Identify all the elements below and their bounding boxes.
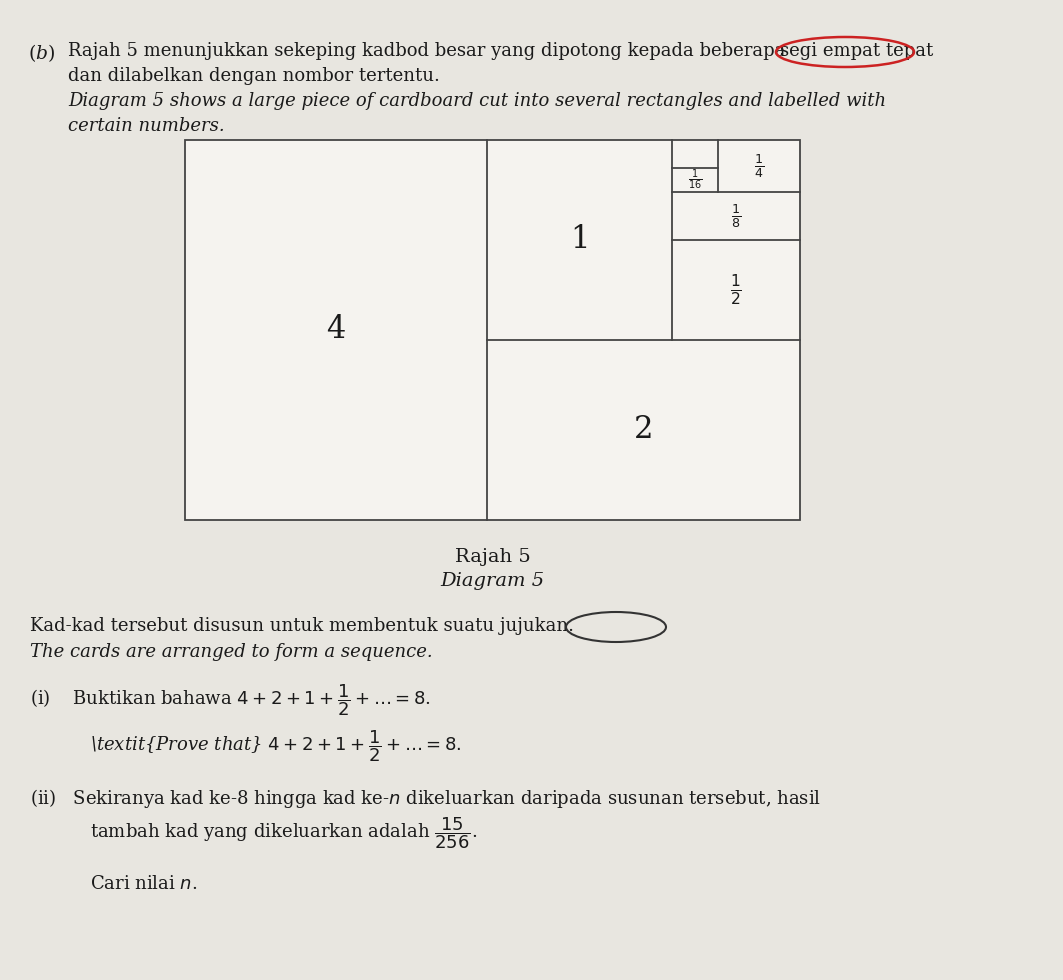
Text: $(b)$: $(b)$ <box>28 42 55 64</box>
Text: Cari nilai $n$.: Cari nilai $n$. <box>90 875 198 893</box>
Text: Kad-kad tersebut disusun untuk membentuk suatu jujukan.: Kad-kad tersebut disusun untuk membentuk… <box>30 617 574 635</box>
Text: $\frac{1}{16}$: $\frac{1}{16}$ <box>688 168 703 192</box>
Text: 1: 1 <box>570 224 589 256</box>
Text: $\frac{1}{2}$: $\frac{1}{2}$ <box>730 272 742 308</box>
Text: (i)    Buktikan bahawa $4 + 2 + 1 + \dfrac{1}{2} + \ldots = 8$.: (i) Buktikan bahawa $4 + 2 + 1 + \dfrac{… <box>30 682 431 717</box>
Text: The cards are arranged to form a sequence.: The cards are arranged to form a sequenc… <box>30 643 433 661</box>
Text: \textit{Prove that} $4 + 2 + 1 + \dfrac{1}{2} + \ldots = 8.$: \textit{Prove that} $4 + 2 + 1 + \dfrac{… <box>90 728 461 763</box>
Text: Diagram 5 shows a large piece of cardboard cut into several rectangles and label: Diagram 5 shows a large piece of cardboa… <box>68 92 887 110</box>
Bar <box>185 140 800 520</box>
Text: $\frac{1}{4}$: $\frac{1}{4}$ <box>754 152 764 180</box>
Text: (ii)   Sekiranya kad ke-8 hingga kad ke-$n$ dikeluarkan daripada susunan tersebu: (ii) Sekiranya kad ke-8 hingga kad ke-$n… <box>30 787 821 810</box>
Text: Rajah 5: Rajah 5 <box>455 548 530 566</box>
Text: $\frac{1}{8}$: $\frac{1}{8}$ <box>731 202 741 230</box>
Text: Diagram 5: Diagram 5 <box>440 572 544 590</box>
Text: Rajah 5 menunjukkan sekeping kadbod besar yang dipotong kepada beberapa: Rajah 5 menunjukkan sekeping kadbod besa… <box>68 42 786 60</box>
Text: 4: 4 <box>326 315 345 346</box>
Text: tambah kad yang dikeluarkan adalah $\dfrac{15}{256}$.: tambah kad yang dikeluarkan adalah $\dfr… <box>90 815 477 851</box>
Text: segi empat tepat: segi empat tepat <box>780 42 933 60</box>
Text: dan dilabelkan dengan nombor tertentu.: dan dilabelkan dengan nombor tertentu. <box>68 67 440 85</box>
Text: 2: 2 <box>634 415 654 446</box>
Text: certain numbers.: certain numbers. <box>68 117 224 135</box>
